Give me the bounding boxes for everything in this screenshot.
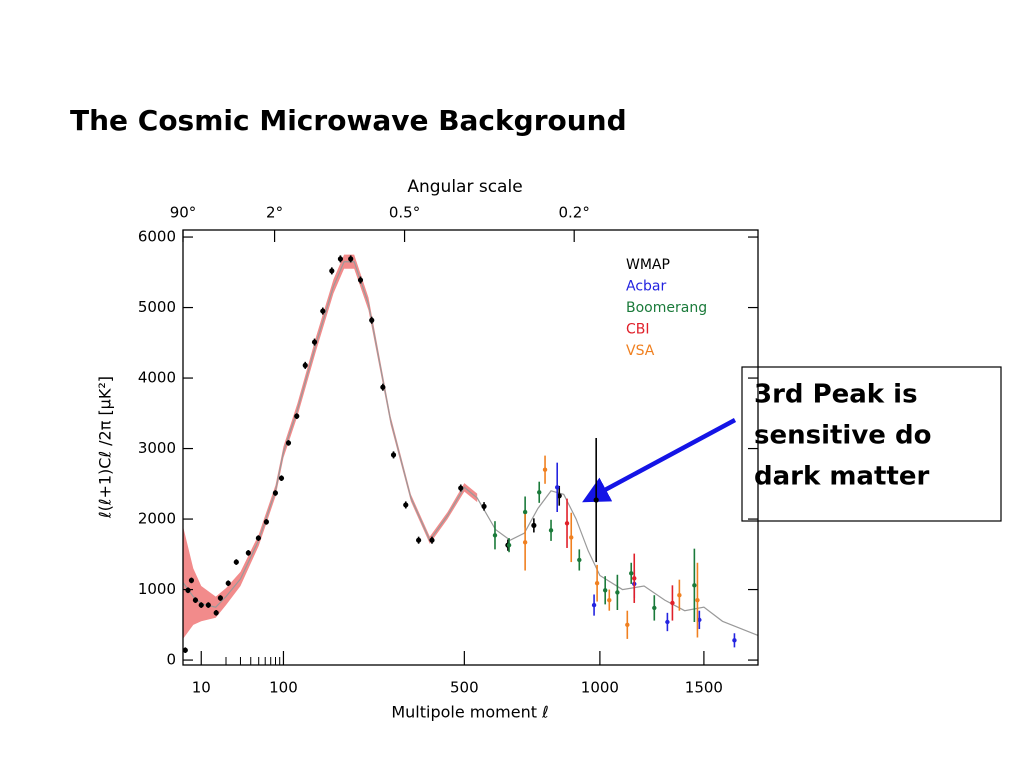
data-point [458,485,464,491]
x-tick-label: 10 [192,679,211,697]
data-point [380,384,386,390]
data-point [564,521,570,526]
data-point [198,602,204,608]
y-tick-label: 5000 [138,298,176,316]
legend-label: WMAP [626,257,670,273]
data-point [522,509,528,515]
x-tick-label: 1000 [581,679,619,697]
data-point [357,277,364,283]
top-tick-label: 90° [170,204,197,222]
callout-line: 3rd Peak is [754,380,918,410]
data-point [569,535,574,540]
x-axis-label: Multipole moment ℓ [391,703,548,722]
data-point [205,602,211,608]
data-point [695,597,700,603]
data-point [294,413,300,419]
data-point [593,497,599,503]
callout-line: sensitive do [754,421,931,451]
data-point [629,571,634,576]
data-point [213,610,219,616]
top-tick-label: 2° [266,204,283,222]
data-point [594,581,600,586]
model-band [183,254,478,639]
data-point [185,587,191,593]
data-point [263,519,269,525]
data-point [542,467,548,472]
data-point [577,557,582,563]
data-point [670,600,675,606]
data-point [429,537,435,543]
data-point [278,475,285,481]
callout-line: dark matter [754,462,929,492]
data-point [548,528,554,533]
data-point [272,490,278,496]
data-point [665,619,670,625]
x-tick-label: 100 [269,679,298,697]
data-point [607,597,612,603]
data-point [302,362,308,368]
data-point [522,540,528,545]
data-point [390,452,397,458]
y-tick-label: 0 [166,651,176,669]
callout-box [741,366,1002,522]
data-point [217,595,223,601]
y-axis-label: ℓ(ℓ+1)Cℓ /2π [μK²] [96,376,115,519]
data-point [225,580,231,586]
slide-title: The Cosmic Microwave Background [70,104,627,137]
data-point [285,440,292,446]
data-point [531,522,537,529]
data-point [697,617,702,623]
legend-label: VSA [626,343,655,359]
data-point [602,588,608,593]
y-tick-label: 6000 [138,228,176,246]
data-point [182,647,188,653]
data-point [192,597,199,603]
y-tick-label: 1000 [138,580,176,598]
y-tick-label: 2000 [138,510,176,528]
legend-label: CBI [626,322,650,338]
data-point [337,256,344,262]
data-point [615,590,620,595]
data-point [506,542,512,548]
data-point [348,256,354,262]
data-point [188,577,195,583]
data-point [233,559,239,565]
x-tick-label: 1500 [685,679,723,697]
top-tick-label: 0.2° [559,204,590,222]
data-point [632,576,637,581]
data-point [492,533,498,538]
data-point [591,602,597,608]
legend-label: Acbar [626,279,666,295]
y-tick-label: 3000 [138,439,176,457]
data-point [329,268,335,274]
top-tick-label: 0.5° [389,204,420,222]
data-point [369,317,375,323]
data-point [311,339,318,345]
callout-arrow [582,418,737,503]
data-point [652,605,657,611]
data-point [255,535,262,541]
data-point [554,485,560,490]
x-tick-label: 500 [450,679,479,697]
data-point [403,502,409,508]
data-point [732,638,737,643]
plot-frame [182,229,759,666]
data-point [245,550,251,556]
top-axis-label: Angular scale [407,177,522,197]
data-point [677,593,682,598]
y-tick-label: 4000 [138,369,176,387]
data-point [625,622,630,628]
legend-label: Boomerang [626,300,707,316]
data-point [320,308,326,314]
data-point [692,583,697,588]
data-point [481,503,487,509]
data-point [416,537,422,543]
data-point [537,490,542,495]
